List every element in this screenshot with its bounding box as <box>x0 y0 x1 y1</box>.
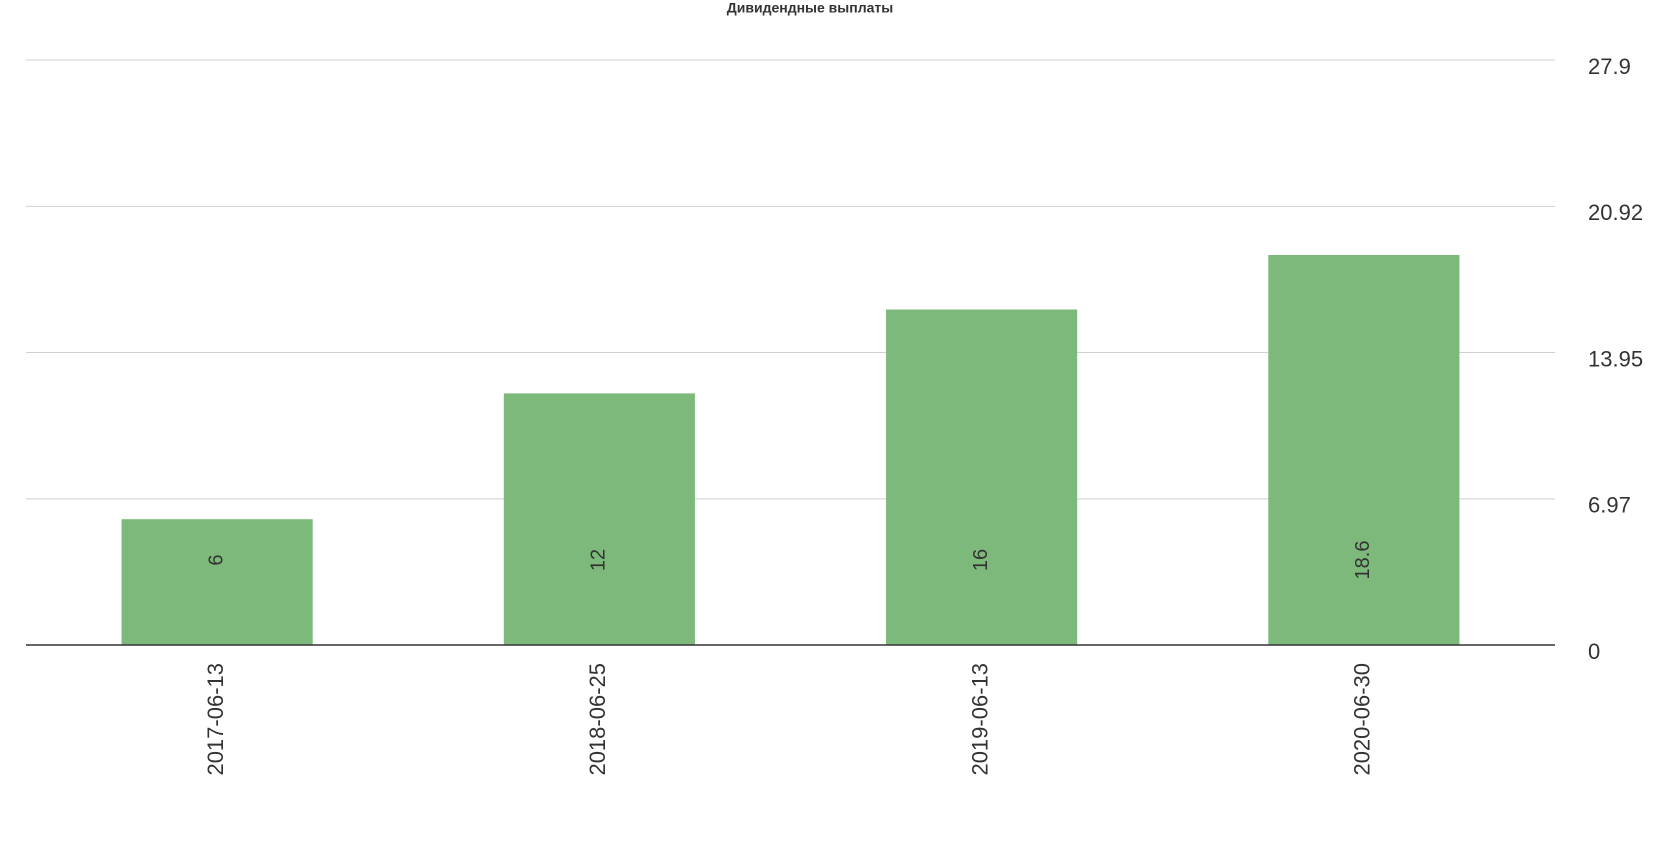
y-tick-label: 27.9 <box>1588 54 1631 79</box>
y-tick-label: 0 <box>1588 639 1600 664</box>
data-label: 12 <box>588 549 610 571</box>
chart-title: Дивидендные выплаты <box>727 0 893 16</box>
y-tick-label: 6.97 <box>1588 493 1631 518</box>
x-tick-label: 2020-06-30 <box>1350 663 1375 776</box>
y-tick-label: 20.92 <box>1588 200 1643 225</box>
data-label: 18.6 <box>1352 541 1374 580</box>
data-label: 16 <box>970 549 992 571</box>
x-tick-label: 2019-06-13 <box>967 663 992 776</box>
bar <box>503 393 695 645</box>
bar <box>886 309 1078 645</box>
y-tick-label: 13.95 <box>1588 346 1643 371</box>
x-tick-label: 2018-06-25 <box>585 663 610 776</box>
x-tick-label: 2017-06-13 <box>203 663 228 776</box>
data-label: 6 <box>205 554 227 565</box>
bar <box>121 519 313 645</box>
bar <box>1268 255 1460 645</box>
